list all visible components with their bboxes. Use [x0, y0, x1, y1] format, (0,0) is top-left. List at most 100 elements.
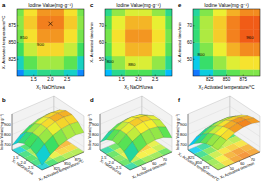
z-tick-label: 900 — [92, 122, 99, 127]
y-tick-label: 60 — [187, 40, 193, 45]
x-axis-label: X₂ Activated temperature/°C — [198, 85, 255, 90]
contour-cell — [64, 9, 78, 16]
y-tick — [105, 25, 107, 26]
contour-cell — [253, 9, 260, 16]
contour-cell — [200, 16, 214, 30]
x-tick — [155, 75, 156, 77]
contour-cell — [125, 9, 139, 16]
x-axis-label: X₂ Activated temperature/°C — [177, 151, 220, 182]
y-tick-label: 70 — [99, 23, 105, 28]
floor-contour-cell — [246, 148, 260, 156]
y-tick-label: 50 — [99, 57, 105, 62]
z-grid — [100, 106, 172, 126]
y-tick — [17, 42, 19, 43]
contour-cell — [37, 69, 51, 76]
contour-cell — [193, 16, 200, 30]
contour-cell — [77, 16, 84, 30]
contour-cell — [77, 43, 84, 57]
x-tick — [67, 75, 68, 77]
figure: 1.52.02.5825850875850900Iodine Value(mg·… — [0, 0, 264, 189]
x-tick — [195, 155, 196, 156]
y-tick — [105, 42, 107, 43]
contour-cell — [112, 29, 126, 43]
z-tick-label: 900 — [180, 122, 187, 127]
contour-cell — [64, 29, 78, 43]
x-axis-label: X₁ NaOH/urea — [11, 158, 35, 176]
z-tick-label: 700 — [92, 142, 99, 147]
y-axis-label: X₂ Activated temperature/°C — [1, 16, 6, 70]
contour-cell — [193, 56, 200, 70]
contour-cell — [51, 56, 65, 70]
y-tick-label: 60 — [99, 40, 105, 45]
contour-cell — [253, 69, 260, 76]
z-tick-label: 800 — [180, 132, 187, 137]
contour-cell — [125, 56, 139, 70]
z-tick-label: 800 — [92, 132, 99, 137]
contour-cell — [51, 43, 65, 57]
contour-cell — [125, 16, 139, 30]
contour-cell — [139, 56, 153, 70]
y-tick-label: 50 — [187, 57, 193, 62]
contour-label: 850 — [20, 35, 28, 40]
contour-cell — [51, 16, 65, 30]
plot-frame — [105, 9, 172, 76]
z-axis — [188, 114, 189, 150]
z-grid — [188, 106, 260, 126]
contour-cell — [165, 29, 172, 43]
contour-cell — [165, 9, 172, 16]
y-tick-label: 825 — [8, 57, 16, 62]
z-tick-label: 700 — [180, 142, 187, 147]
z-axis — [100, 114, 101, 150]
contour-cell — [37, 29, 51, 43]
contour-cell — [165, 16, 172, 30]
contour-cell — [112, 56, 126, 70]
contour-cell — [139, 9, 153, 16]
plot-area — [12, 110, 84, 170]
contour-cell — [240, 43, 254, 57]
x-tick-label: 875 — [239, 77, 247, 82]
surface-patch — [36, 144, 50, 165]
contour-label: 800 — [106, 59, 114, 64]
contour-cell — [152, 56, 166, 70]
plot-area — [17, 9, 84, 76]
z-tick-label: 800 — [4, 132, 11, 137]
panel-label: b — [2, 97, 6, 103]
contour-cell — [253, 56, 260, 70]
title: Iodine Value(mg·g⁻¹) — [28, 3, 73, 8]
contour-cell — [253, 43, 260, 57]
plot-frame — [193, 9, 260, 76]
plot-area — [193, 9, 260, 76]
optimum-marker — [49, 22, 53, 26]
contour-cell — [112, 43, 126, 57]
x-axis-label: X₁ NaOH/urea — [36, 85, 65, 90]
contour-cell — [77, 29, 84, 43]
contour-cell — [112, 9, 126, 16]
x-tick-label: 850 — [223, 77, 231, 82]
contour-cell — [112, 16, 126, 30]
contour-cell — [253, 16, 260, 30]
contour-cell — [64, 56, 78, 70]
contour-cell — [227, 69, 241, 76]
contour-cell — [213, 29, 227, 43]
contour-cell — [24, 56, 38, 70]
contour-cell — [139, 69, 153, 76]
x-tick — [202, 160, 203, 161]
x-tick-label: 1.5 — [119, 77, 126, 82]
x-tick — [107, 155, 108, 156]
contour-cell — [64, 16, 78, 30]
contour-cell — [105, 29, 112, 43]
x-tick — [122, 165, 123, 166]
y-axis-label: X₃ Activated time/min — [131, 161, 167, 180]
contour-cell — [213, 69, 227, 76]
y-axis-label: X₃ Activated time/min — [219, 161, 255, 180]
contour-cell — [152, 69, 166, 76]
contour-cell — [17, 16, 24, 30]
contour-cell — [37, 16, 51, 30]
plot-frame — [17, 9, 84, 76]
y-axis-label: X₃ Activated time/min — [89, 22, 94, 63]
y-axis-label: X₂ Activated temperature/°C — [38, 158, 85, 182]
contour-cell — [64, 69, 78, 76]
x-axis-label: X₁ NaOH/urea — [124, 85, 153, 90]
x-tick-label: 1.5 — [31, 77, 38, 82]
x-tick — [114, 160, 115, 161]
